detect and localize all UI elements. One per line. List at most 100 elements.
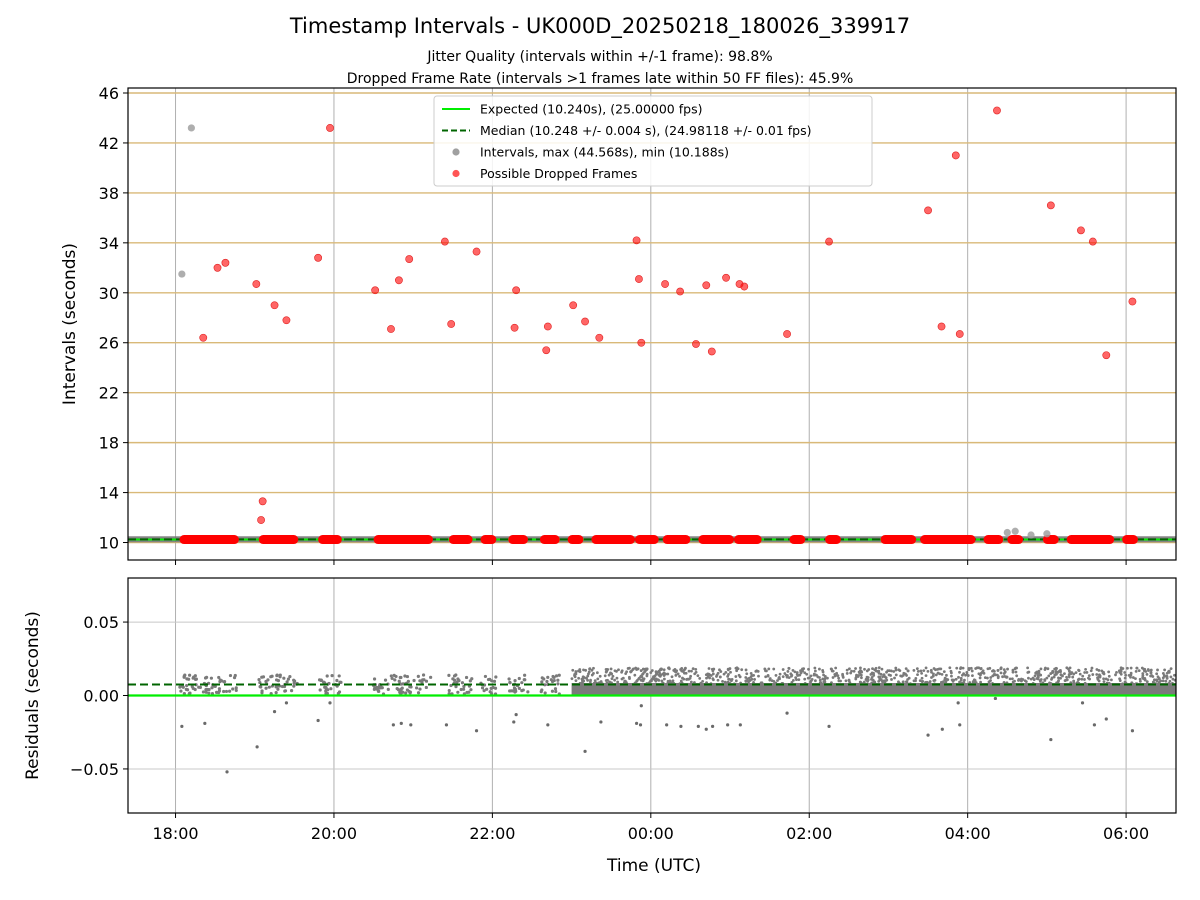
- residual-point: [926, 669, 930, 673]
- dropped-frame-point: [472, 247, 481, 256]
- residual-outlier: [514, 712, 518, 717]
- dropped-frame-point: [1128, 297, 1137, 306]
- residual-point: [901, 680, 905, 684]
- interval-point: [1003, 528, 1011, 537]
- residual-point: [660, 679, 664, 683]
- residual-point: [640, 675, 643, 679]
- residual-point: [752, 681, 755, 684]
- residual-point: [920, 676, 924, 680]
- residual-point: [421, 673, 426, 677]
- residual-point: [766, 674, 770, 677]
- dropped-frame-point: [740, 282, 749, 291]
- residual-outlier: [583, 749, 587, 753]
- dropped-frame-cluster: [1122, 535, 1138, 545]
- residuals-panel: 0.05 0.00 −0.05 18:00 20:00 22:00 00:00 02:00 04…: [23, 577, 1177, 876]
- residual-point: [1095, 668, 1099, 671]
- residual-point: [604, 667, 608, 671]
- residual-point: [1041, 681, 1045, 685]
- residual-point: [786, 670, 790, 673]
- residual-point: [1076, 678, 1080, 682]
- residual-point: [1043, 678, 1047, 682]
- residual-point: [1051, 669, 1055, 673]
- residual-point: [578, 670, 582, 674]
- residual-point: [193, 674, 197, 678]
- residual-outlier: [958, 723, 962, 727]
- residual-point: [958, 670, 961, 674]
- residual-point: [948, 666, 952, 670]
- residual-point: [586, 678, 589, 682]
- residual-point: [729, 670, 732, 674]
- residual-point: [915, 667, 919, 671]
- residual-point: [285, 680, 289, 684]
- residual-point: [276, 679, 281, 683]
- residual-point: [292, 681, 296, 685]
- residual-point: [982, 671, 986, 675]
- residual-point: [554, 689, 558, 694]
- residual-point: [900, 674, 904, 678]
- residual-point: [214, 690, 219, 694]
- residual-point: [598, 674, 602, 678]
- residual-point: [620, 670, 624, 674]
- residual-point: [197, 685, 201, 689]
- x-tick-label: 18:00: [152, 824, 198, 843]
- residual-point: [1083, 671, 1087, 674]
- residual-point: [1010, 677, 1014, 681]
- residual-point: [977, 666, 981, 670]
- residual-point: [1147, 669, 1150, 672]
- residual-point: [1123, 676, 1127, 680]
- dropped-frame-point: [635, 275, 643, 283]
- residual-point: [991, 669, 994, 673]
- residual-point: [491, 685, 495, 690]
- residual-point: [1127, 673, 1131, 677]
- residual-point: [957, 675, 960, 679]
- residual-point: [454, 673, 458, 677]
- residual-point: [422, 678, 426, 682]
- residual-point: [777, 676, 781, 680]
- residual-point: [1020, 679, 1023, 683]
- residual-point: [906, 678, 910, 681]
- legend-entry-label: Expected (10.240s), (25.00000 fps): [480, 102, 702, 117]
- residual-point: [884, 679, 888, 682]
- residual-point: [906, 669, 910, 673]
- residual-point: [716, 671, 720, 675]
- residual-point: [520, 689, 524, 693]
- residual-point: [835, 671, 839, 675]
- residual-point: [1004, 675, 1008, 679]
- residual-point: [950, 674, 953, 678]
- residual-outlier: [284, 701, 289, 705]
- residual-point: [931, 674, 935, 678]
- residual-point: [1059, 669, 1062, 672]
- residual-point: [914, 676, 918, 680]
- residual-point: [858, 669, 862, 673]
- residual-point: [641, 667, 645, 671]
- residual-point: [467, 690, 471, 694]
- residual-point: [482, 689, 486, 693]
- residual-point: [412, 678, 416, 683]
- residual-point: [275, 673, 279, 677]
- residual-point: [718, 675, 722, 679]
- residual-point: [958, 680, 961, 684]
- residual-point: [803, 677, 807, 681]
- residual-point: [191, 676, 195, 680]
- residual-outlier: [704, 727, 708, 731]
- residual-point: [696, 674, 700, 678]
- residual-point: [1015, 674, 1019, 678]
- residual-point: [520, 681, 524, 685]
- residual-point: [845, 672, 849, 675]
- residual-point: [1029, 677, 1033, 681]
- residual-point: [711, 672, 715, 676]
- residual-point: [552, 678, 556, 683]
- residual-point: [217, 675, 221, 680]
- residual-point: [1023, 679, 1027, 683]
- residual-point: [424, 685, 428, 690]
- residual-point: [1068, 671, 1072, 675]
- residual-point: [1135, 666, 1139, 670]
- residual-point: [210, 691, 215, 696]
- dropped-frame-point: [661, 280, 669, 288]
- residual-point: [797, 678, 801, 682]
- residual-point: [727, 668, 730, 671]
- residual-point: [1141, 674, 1145, 677]
- residual-point: [493, 686, 498, 690]
- residual-point: [815, 673, 818, 677]
